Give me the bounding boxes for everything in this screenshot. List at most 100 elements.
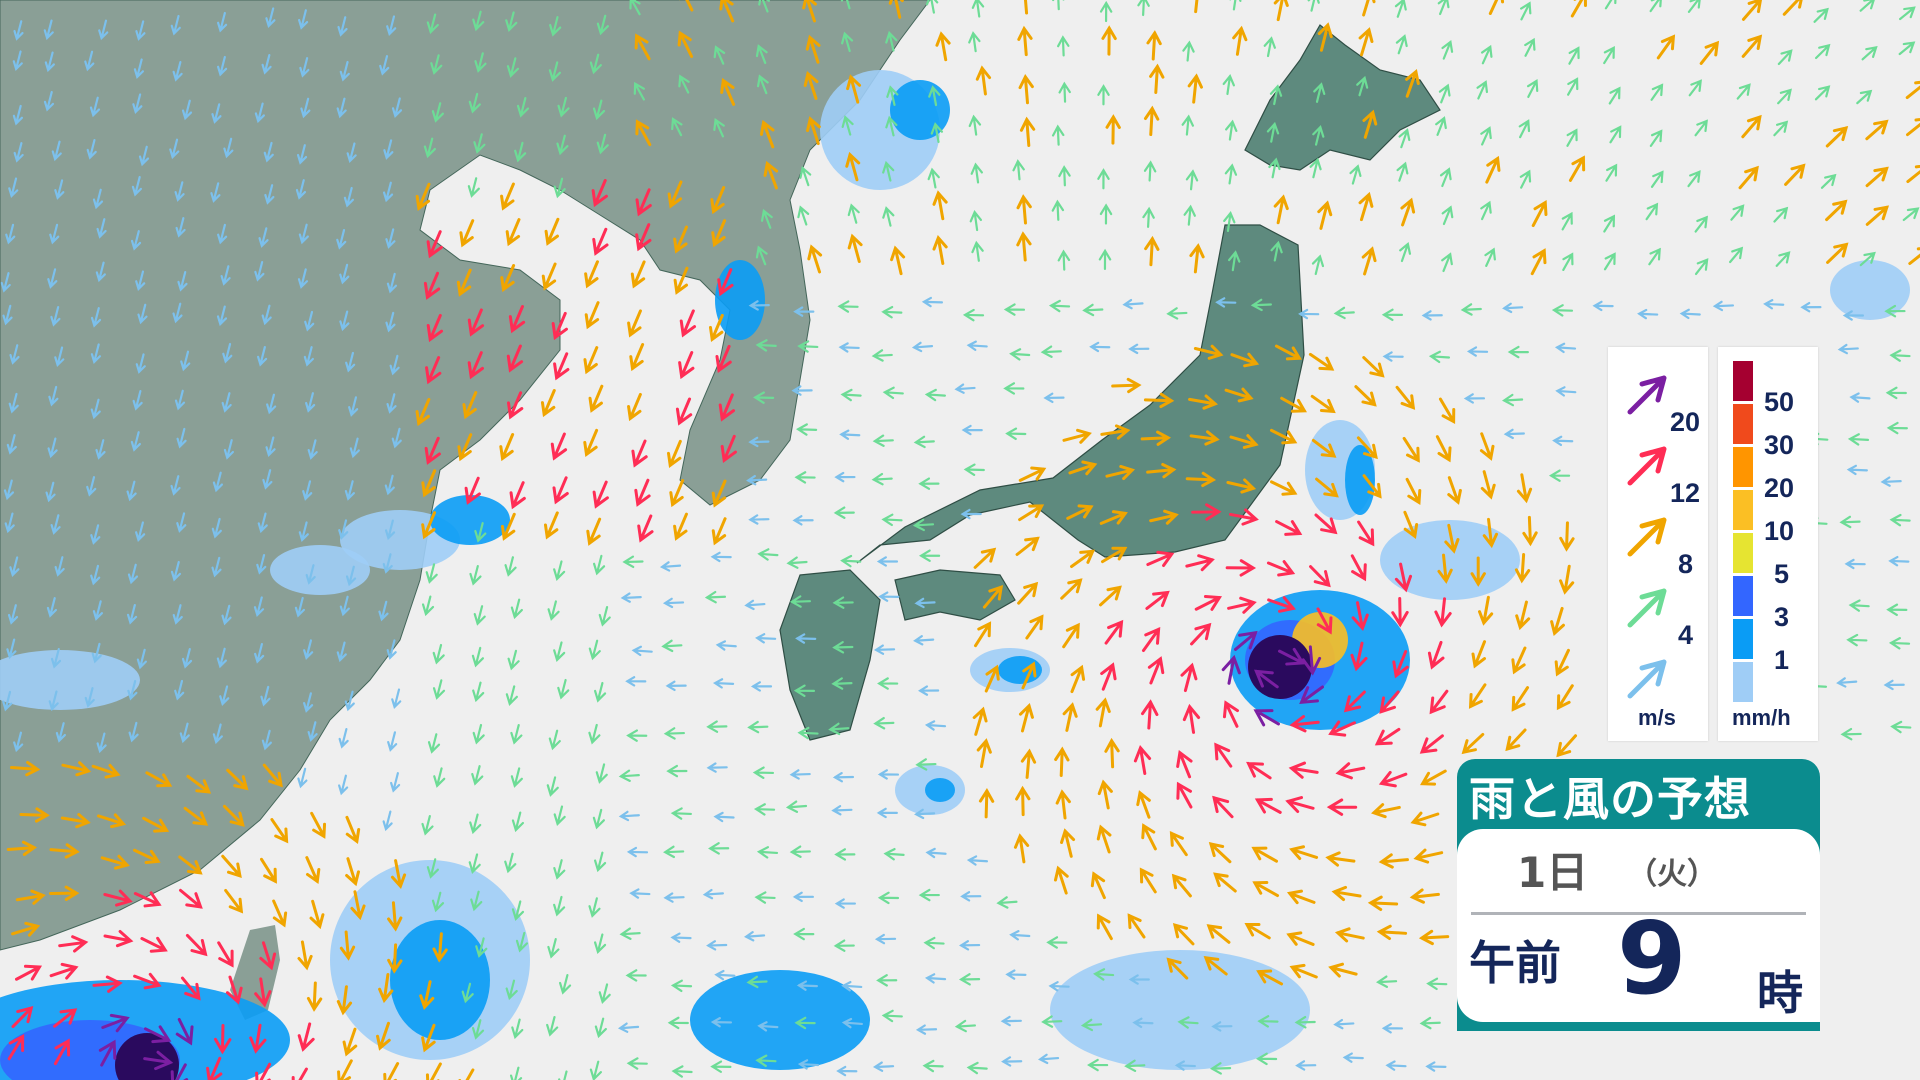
wind-arrow bbox=[1441, 252, 1453, 273]
wind-arrow bbox=[1712, 300, 1735, 312]
wind-arrow bbox=[1251, 846, 1278, 863]
wind-arrow bbox=[86, 139, 97, 160]
wind-arrow bbox=[55, 722, 66, 743]
wind-arrow bbox=[1209, 1062, 1232, 1075]
wind-arrow bbox=[170, 560, 182, 582]
wind-arrow bbox=[7, 1034, 25, 1061]
wind-arrow bbox=[1427, 640, 1445, 670]
wind-arrow bbox=[1382, 351, 1404, 362]
wind-arrow bbox=[1099, 203, 1113, 225]
wind-arrow bbox=[553, 177, 566, 199]
wind-arrow bbox=[968, 31, 981, 53]
wind-arrow bbox=[1437, 0, 1450, 16]
hokkaido bbox=[1244, 24, 1441, 171]
wind-arrow bbox=[1687, 170, 1701, 188]
wind-arrow bbox=[176, 427, 187, 449]
wind-arrow bbox=[634, 33, 651, 61]
wind-arrow bbox=[673, 512, 688, 541]
kyushu bbox=[779, 569, 881, 741]
wind-arrow bbox=[1883, 679, 1905, 691]
wind-arrow bbox=[1605, 163, 1618, 182]
wind-arrow bbox=[758, 0, 770, 13]
wind-arrow bbox=[1051, 199, 1065, 221]
wind-arrow bbox=[1080, 1018, 1103, 1032]
wind-arrow bbox=[100, 854, 130, 870]
wind-arrow bbox=[1649, 129, 1663, 147]
rain-area bbox=[1050, 950, 1310, 1070]
wind-arrow bbox=[877, 891, 900, 905]
wind-arrow bbox=[217, 11, 228, 33]
wind-arrow bbox=[425, 356, 442, 385]
wind-arrow bbox=[872, 1061, 895, 1072]
wind-arrow bbox=[1013, 833, 1030, 864]
wind-arrow bbox=[966, 1061, 988, 1075]
wind-arrow bbox=[1645, 202, 1659, 221]
wind-arrow bbox=[1009, 930, 1031, 941]
wind-arrow bbox=[1468, 683, 1487, 709]
wind-arrow bbox=[216, 647, 227, 669]
wind-arrow bbox=[1015, 785, 1031, 817]
wind-arrow bbox=[592, 99, 606, 121]
wind-arrow bbox=[553, 352, 570, 381]
wind-arrow bbox=[1180, 662, 1198, 693]
wind-arrow bbox=[384, 474, 395, 496]
wind-arrow bbox=[137, 303, 148, 325]
wind-arrow bbox=[510, 767, 523, 788]
wind-arrow bbox=[135, 20, 146, 41]
wind-arrow bbox=[391, 688, 402, 710]
wind-arrow bbox=[1861, 45, 1878, 61]
wind-arrow bbox=[1648, 247, 1661, 266]
wind-arrow bbox=[592, 227, 609, 256]
wind-arrow bbox=[1350, 554, 1367, 582]
wind-arrow bbox=[1275, 520, 1303, 536]
wind-arrow bbox=[307, 721, 318, 742]
wind-arrow bbox=[1426, 977, 1448, 991]
wind-arrow bbox=[470, 890, 483, 912]
wind-arrow bbox=[886, 85, 899, 106]
wind-arrow bbox=[473, 133, 486, 154]
wind-arrow bbox=[226, 768, 249, 791]
wind-arrow bbox=[136, 648, 147, 670]
wind-arrow bbox=[1041, 1015, 1063, 1028]
wind-arrow bbox=[793, 306, 815, 317]
wind-arrow bbox=[1361, 246, 1377, 276]
wind-arrow bbox=[95, 439, 106, 460]
wind-arrow bbox=[294, 596, 306, 618]
wind-arrow bbox=[431, 891, 445, 913]
wind-arrow bbox=[1356, 75, 1369, 97]
wind-arrow bbox=[1556, 684, 1574, 711]
wind-arrow bbox=[553, 560, 566, 581]
wind-arrow bbox=[426, 13, 439, 35]
wind-arrow bbox=[795, 633, 817, 644]
wind-arrow bbox=[219, 685, 230, 707]
wind-arrow bbox=[837, 300, 859, 313]
wind-arrow bbox=[663, 727, 685, 740]
wind-arrow bbox=[426, 313, 444, 343]
wind-arrow bbox=[1269, 428, 1298, 445]
wind-arrow bbox=[807, 244, 823, 274]
wind-arrow bbox=[1358, 27, 1374, 57]
wind-arrow bbox=[223, 137, 234, 159]
wind-arrow bbox=[421, 595, 435, 617]
wind-arrow bbox=[92, 600, 104, 621]
wind-arrow bbox=[504, 556, 517, 577]
wind-arrow bbox=[970, 162, 983, 184]
wind-arrow bbox=[786, 556, 808, 569]
wind-arrow bbox=[1438, 397, 1456, 425]
wind-arrow bbox=[15, 889, 46, 905]
wind-legend-arrow-icon bbox=[1627, 446, 1667, 486]
wind-arrow bbox=[306, 981, 323, 1012]
wind-arrow bbox=[1603, 252, 1616, 271]
wind-arrow bbox=[299, 57, 310, 78]
wind-arrow bbox=[1470, 556, 1486, 587]
wind-arrow bbox=[3, 479, 15, 501]
wind-arrow bbox=[1060, 578, 1083, 600]
wind-arrow bbox=[1484, 247, 1496, 267]
wind-arrow bbox=[346, 142, 357, 164]
wind-arrow bbox=[98, 1039, 117, 1067]
wind-arrow bbox=[135, 353, 146, 374]
wind-arrow bbox=[883, 847, 905, 861]
wind-arrow bbox=[557, 96, 570, 118]
wind-arrow bbox=[174, 181, 185, 202]
